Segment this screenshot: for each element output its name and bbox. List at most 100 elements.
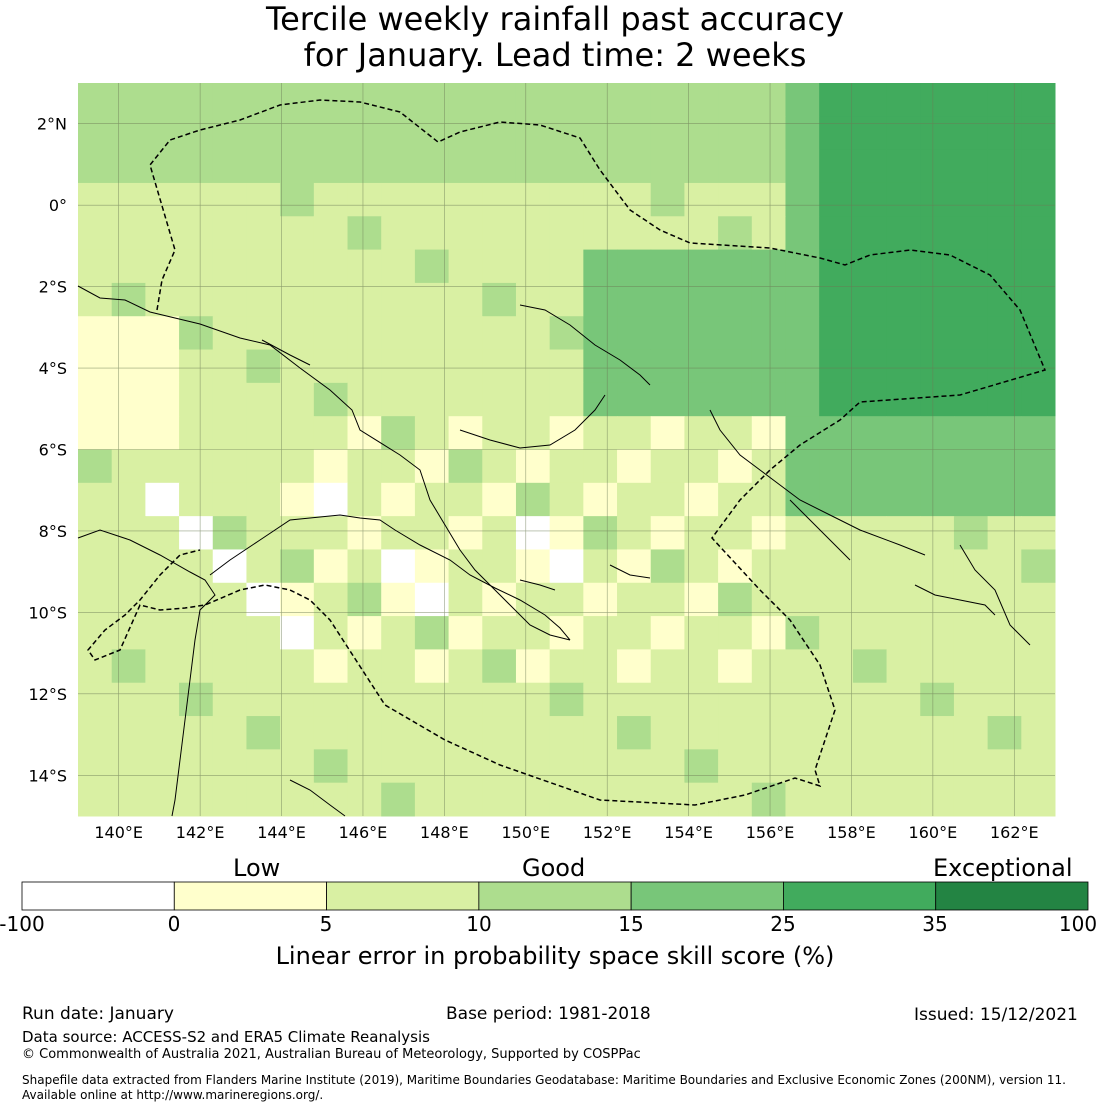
skill-cell xyxy=(212,482,247,517)
skill-cell xyxy=(751,149,786,184)
skill-cell xyxy=(482,516,517,550)
skill-cell xyxy=(718,582,753,617)
skill-cell xyxy=(246,516,281,550)
skill-cell xyxy=(718,649,753,684)
skill-cell xyxy=(583,349,618,384)
skill-cell xyxy=(650,682,685,717)
skill-cell xyxy=(987,382,1022,417)
skill-cell xyxy=(145,549,180,584)
skill-cell xyxy=(886,282,921,317)
skill-cell xyxy=(1021,182,1056,217)
skill-cell xyxy=(78,582,113,617)
skill-cell xyxy=(920,349,955,384)
skill-cell xyxy=(583,83,618,117)
skill-cell xyxy=(920,116,955,151)
skill-cell xyxy=(920,149,955,184)
skill-cell xyxy=(212,349,247,384)
shapefile-url: Available online at http://www.marinereg… xyxy=(22,1088,324,1102)
skill-cell xyxy=(145,316,180,351)
skill-cell xyxy=(212,216,247,251)
skill-cell xyxy=(78,149,113,184)
skill-cell xyxy=(111,449,146,484)
skill-cell xyxy=(920,516,955,550)
skill-cell xyxy=(1021,516,1056,550)
skill-cell xyxy=(583,616,618,650)
skill-cell xyxy=(482,216,517,251)
skill-cell xyxy=(280,149,315,184)
skill-cell xyxy=(381,716,416,750)
skill-cell xyxy=(785,649,820,684)
skill-cell xyxy=(650,182,685,217)
skill-cell xyxy=(212,449,247,484)
skill-cell xyxy=(583,182,618,217)
colorbar-tick: 100 xyxy=(1058,912,1098,936)
skill-cell xyxy=(953,449,989,484)
skill-cell xyxy=(145,382,180,417)
colorbar-tick: 15 xyxy=(618,912,644,936)
skill-cell xyxy=(1021,282,1056,317)
skill-cell xyxy=(482,182,517,217)
skill-cell xyxy=(313,516,349,550)
skill-cell xyxy=(549,416,584,450)
skill-cell xyxy=(1021,616,1056,650)
skill-cell xyxy=(179,182,214,217)
latitude-label: 0° xyxy=(49,196,67,215)
skill-cell xyxy=(718,516,753,550)
skill-cell xyxy=(751,249,786,284)
skill-cell xyxy=(819,649,854,684)
skill-cell xyxy=(145,282,180,317)
skill-cell xyxy=(515,549,551,584)
longitude-label: 156°E xyxy=(746,823,795,842)
skill-cell xyxy=(212,83,247,117)
skill-cell xyxy=(1021,782,1056,817)
skill-cell xyxy=(549,382,584,417)
skill-cell xyxy=(482,482,517,517)
skill-cell xyxy=(313,349,349,384)
skill-cell xyxy=(381,616,416,650)
skill-cell xyxy=(145,416,180,450)
skill-cell xyxy=(179,216,214,251)
skill-cell xyxy=(650,716,685,750)
skill-cell xyxy=(751,582,786,617)
skill-cell xyxy=(111,116,146,151)
skill-cell xyxy=(515,782,551,817)
skill-cell xyxy=(179,649,214,684)
skill-cell xyxy=(313,582,349,617)
skill-cell xyxy=(785,416,820,450)
skill-cell xyxy=(953,749,989,784)
skill-cell xyxy=(280,216,315,251)
skill-cell xyxy=(448,416,483,450)
copyright: © Commonwealth of Australia 2021, Austra… xyxy=(22,1047,641,1062)
skill-cell xyxy=(852,282,888,317)
skill-cell xyxy=(819,682,854,717)
skill-cell xyxy=(347,782,382,817)
skill-cell xyxy=(953,182,989,217)
skill-cell xyxy=(650,582,685,617)
skill-cell xyxy=(347,482,382,517)
skill-cell xyxy=(78,782,113,817)
skill-cell xyxy=(347,116,382,151)
skill-cell xyxy=(886,782,921,817)
skill-cell xyxy=(785,282,820,317)
eez-boundary xyxy=(87,99,1047,806)
skill-cell xyxy=(313,382,349,417)
skill-cell xyxy=(313,216,349,251)
skill-cell xyxy=(414,782,450,817)
skill-cell xyxy=(920,182,955,217)
skill-cell xyxy=(482,449,517,484)
skill-cell xyxy=(549,349,584,384)
latitude-label: 14°S xyxy=(28,766,67,785)
skill-cell xyxy=(212,549,247,584)
skill-cell xyxy=(751,216,786,251)
skill-cell xyxy=(280,549,315,584)
skill-cell xyxy=(381,682,416,717)
skill-cell xyxy=(920,682,955,717)
skill-cell xyxy=(313,182,349,217)
skill-cell xyxy=(1021,416,1056,450)
skill-cell xyxy=(515,416,551,450)
skill-cell xyxy=(448,149,483,184)
skill-cell xyxy=(280,716,315,750)
skill-cell xyxy=(920,382,955,417)
skill-cell xyxy=(549,716,584,750)
skill-cell xyxy=(347,449,382,484)
